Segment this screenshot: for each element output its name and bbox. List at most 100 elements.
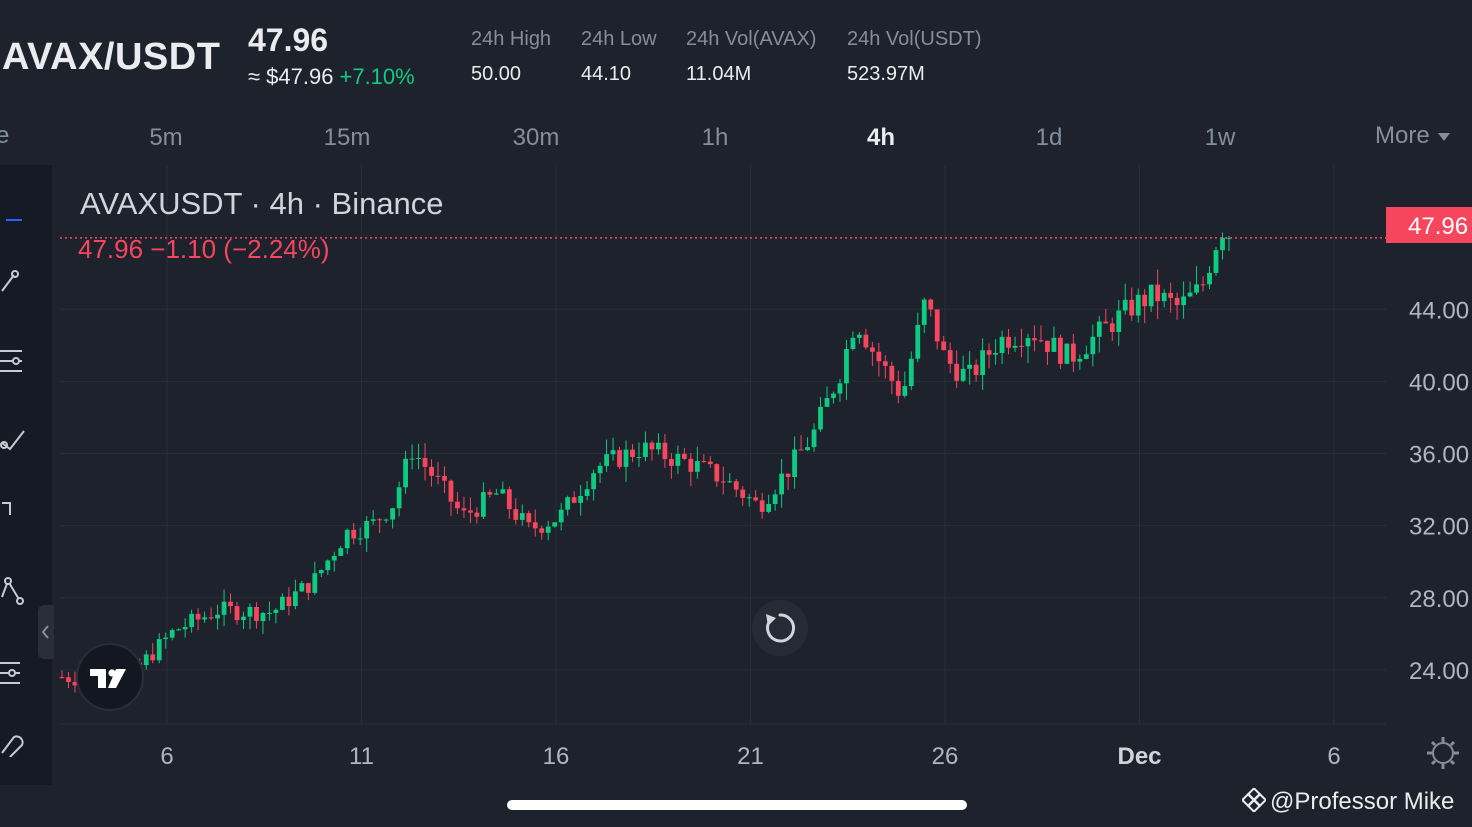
- candle: [143, 650, 149, 670]
- candle: [759, 493, 765, 519]
- last-price: 47.96: [248, 22, 329, 58]
- candle: [558, 502, 564, 531]
- candle-body: [1187, 292, 1193, 297]
- candle: [519, 504, 525, 526]
- candle-body: [993, 353, 998, 355]
- more-timeframes-button[interactable]: More: [1375, 122, 1450, 150]
- candle: [818, 397, 823, 432]
- candle: [1181, 281, 1186, 319]
- fiat-price: ≈ $47.96: [248, 64, 334, 89]
- measure-tool-icon[interactable]: [0, 657, 26, 687]
- collapse-toolbar-button[interactable]: [38, 605, 54, 659]
- candle: [318, 569, 324, 578]
- candle: [1142, 289, 1148, 324]
- timeframe-tab-partial[interactable]: e: [0, 122, 10, 149]
- candle: [837, 378, 843, 403]
- home-indicator: [507, 800, 967, 810]
- candle-body: [973, 364, 979, 376]
- timeframe-tab-1d[interactable]: 1d: [1035, 124, 1063, 151]
- candle: [260, 611, 266, 634]
- candle: [299, 580, 305, 592]
- candle: [215, 604, 220, 630]
- candle-body: [474, 512, 480, 517]
- candle-body: [1038, 340, 1044, 342]
- candle-body: [960, 368, 966, 381]
- candle-body: [500, 489, 506, 494]
- candle: [1187, 281, 1193, 298]
- stat-value: 50.00: [471, 63, 522, 85]
- candles-layer: [59, 232, 1232, 700]
- candle: [156, 633, 162, 664]
- candle-body: [1220, 237, 1225, 251]
- stat-value: 11.04M: [686, 63, 752, 85]
- candle: [824, 386, 830, 408]
- brush-tool-icon[interactable]: [0, 423, 26, 453]
- candle-body: [811, 429, 817, 448]
- stat-label: 24h High: [471, 28, 552, 50]
- candle: [474, 507, 480, 524]
- candle-body: [513, 509, 519, 520]
- candle: [526, 510, 532, 528]
- candle-body: [753, 497, 759, 501]
- candle: [1019, 328, 1024, 358]
- timeframe-tab-30m[interactable]: 30m: [512, 124, 560, 151]
- timeframe-tab-5m[interactable]: 5m: [149, 124, 183, 151]
- candle-body: [1213, 250, 1219, 273]
- candle-body: [662, 442, 668, 460]
- reset-chart-button[interactable]: [752, 600, 808, 656]
- candle: [1174, 292, 1180, 320]
- fib-retracement-tool-icon[interactable]: [0, 347, 26, 377]
- candle-body: [623, 449, 629, 467]
- settings-gear-icon[interactable]: [1427, 737, 1459, 769]
- candle: [468, 497, 473, 524]
- text-tool-icon[interactable]: [0, 495, 26, 525]
- candle: [208, 607, 214, 621]
- candle: [694, 446, 700, 479]
- candle: [1096, 316, 1102, 353]
- timeframe-tab-15m[interactable]: 15m: [323, 124, 371, 151]
- candle-body: [1161, 292, 1167, 302]
- candle: [584, 481, 590, 501]
- candle: [643, 431, 648, 462]
- candle: [986, 343, 992, 369]
- candle-body: [383, 519, 389, 521]
- candle: [506, 486, 512, 519]
- candle: [396, 481, 402, 517]
- candle: [273, 608, 279, 624]
- pair-title[interactable]: AVAX/USDT: [2, 36, 221, 78]
- candle: [1045, 340, 1050, 366]
- candle-body: [468, 510, 473, 513]
- candle: [1200, 276, 1206, 292]
- stat-label: 24h Low: [581, 28, 657, 50]
- candle: [1006, 328, 1011, 355]
- candle-body: [1122, 299, 1128, 311]
- horizontal-line-tool-icon[interactable]: [0, 205, 26, 235]
- tradingview-logo-icon: [90, 669, 126, 688]
- candle: [1058, 334, 1063, 369]
- tradingview-logo[interactable]: [76, 643, 144, 711]
- eraser-tool-icon[interactable]: [0, 727, 26, 757]
- candle: [967, 351, 973, 385]
- candle: [591, 469, 597, 501]
- candle-body: [1032, 338, 1037, 341]
- pattern-tool-icon[interactable]: [0, 575, 26, 605]
- candle-body: [208, 617, 214, 619]
- candle-body: [176, 629, 182, 631]
- candle: [811, 423, 817, 452]
- x-tick-label: Dec: [1117, 743, 1161, 770]
- candle-body: [234, 606, 240, 621]
- candle: [59, 670, 65, 679]
- candle-body: [954, 363, 960, 381]
- candle-body: [766, 504, 772, 512]
- timeframe-tab-1h[interactable]: 1h: [701, 124, 729, 151]
- candle-body: [396, 487, 402, 509]
- candle: [234, 601, 240, 625]
- candle-body: [1090, 336, 1096, 355]
- timeframe-tab-4h[interactable]: 4h: [866, 124, 896, 151]
- candle-body: [818, 406, 823, 430]
- candle-body: [318, 570, 324, 574]
- timeframe-tab-1w[interactable]: 1w: [1204, 124, 1236, 151]
- trend-line-tool-icon[interactable]: [0, 265, 26, 295]
- candle: [571, 491, 577, 504]
